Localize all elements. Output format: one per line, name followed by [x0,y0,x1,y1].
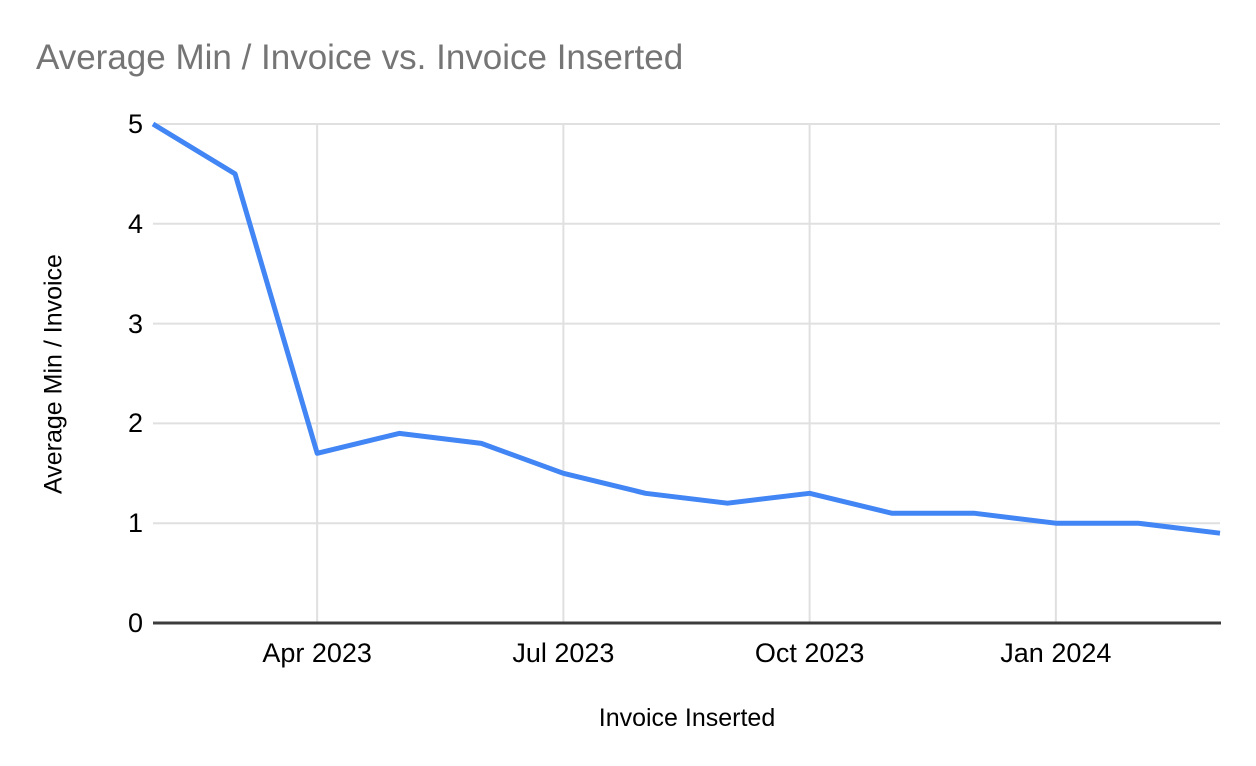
gridlines [153,123,1220,623]
y-tick-label: 1 [127,508,143,539]
y-tick-label: 0 [127,608,143,638]
y-tick-label: 2 [127,408,143,439]
y-tick-label: 4 [127,208,143,239]
x-tick-label: Apr 2023 [262,638,372,668]
series-polyline [151,121,1221,536]
series-line [151,121,1221,536]
y-tick-label: 5 [127,109,143,139]
x-tick-label: Jul 2023 [512,638,615,668]
x-axis-title: Invoice Inserted [598,704,776,732]
x-tick-label: Jan 2024 [1000,638,1112,668]
x-tick-label: Oct 2023 [754,638,865,668]
chart-title: Average Min / Invoice vs. Invoice Insert… [36,38,684,77]
y-tick-label: 3 [127,308,143,339]
